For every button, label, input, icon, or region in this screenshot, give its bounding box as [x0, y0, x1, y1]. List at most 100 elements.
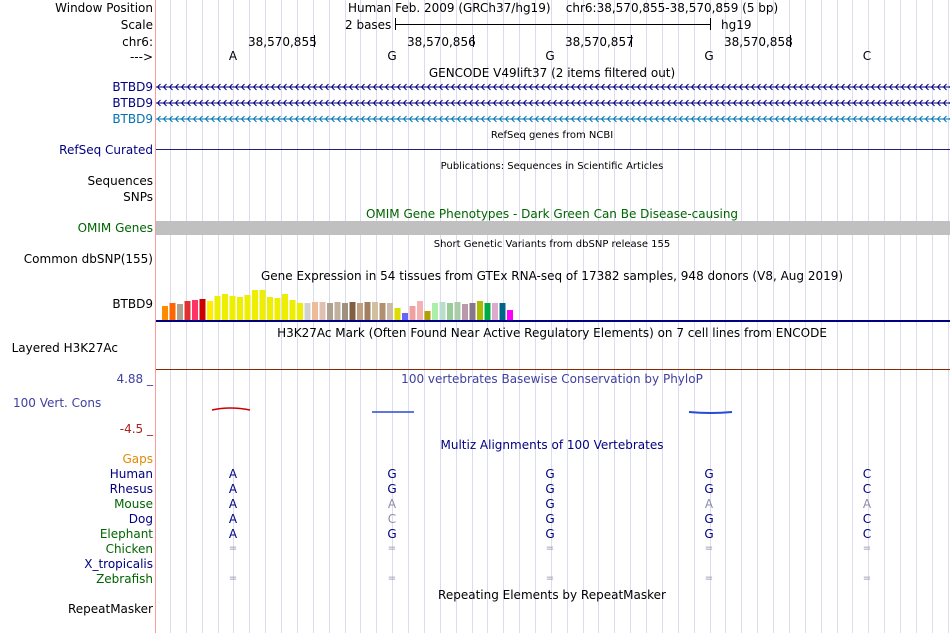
- h3k27ac-signal-line[interactable]: [156, 369, 950, 370]
- publications-snps-label[interactable]: SNPs: [123, 190, 153, 204]
- gtex-tissue-bar[interactable]: [267, 297, 273, 320]
- gtex-tissue-bar[interactable]: [192, 300, 198, 320]
- multiz-species-label[interactable]: Human: [109, 467, 153, 481]
- gtex-bar-chart[interactable]: [156, 284, 950, 322]
- gtex-tissue-bar[interactable]: [357, 303, 363, 320]
- gtex-tissue-bar[interactable]: [409, 306, 416, 320]
- phylop-track-title[interactable]: 100 vertebrates Basewise Conservation by…: [401, 372, 703, 386]
- gencode-gene-label-2[interactable]: BTBD9: [112, 96, 153, 110]
- repeatmasker-track-title[interactable]: Repeating Elements by RepeatMasker: [438, 588, 666, 602]
- guide-line: [725, 0, 726, 633]
- gtex-gene-label[interactable]: BTBD9: [112, 297, 153, 311]
- guide-line: [868, 0, 869, 633]
- omim-track-title[interactable]: OMIM Gene Phenotypes - Dark Green Can Be…: [365, 207, 739, 221]
- omim-genes-label[interactable]: OMIM Genes: [77, 221, 153, 235]
- phylop-label[interactable]: 100 Vert. Cons: [13, 396, 102, 410]
- gtex-tissue-bar[interactable]: [297, 303, 303, 320]
- gtex-tissue-bar[interactable]: [229, 296, 236, 320]
- multiz-base: C: [862, 527, 872, 541]
- publications-sequences-label[interactable]: Sequences: [87, 174, 153, 188]
- gtex-tissue-bar[interactable]: [394, 308, 401, 320]
- gtex-tissue-bar[interactable]: [207, 301, 213, 320]
- gencode-gene-label-1[interactable]: BTBD9: [112, 80, 153, 94]
- dbsnp-track-title[interactable]: Short Genetic Variants from dbSNP releas…: [433, 239, 671, 250]
- gtex-tissue-bar[interactable]: [162, 306, 168, 320]
- guide-line: [535, 0, 536, 633]
- gtex-tissue-bar[interactable]: [252, 290, 258, 320]
- gtex-tissue-bar[interactable]: [349, 302, 356, 320]
- gtex-tissue-bar[interactable]: [424, 311, 431, 320]
- gtex-tissue-bar[interactable]: [492, 303, 498, 320]
- gtex-tissue-bar[interactable]: [379, 303, 386, 320]
- publications-track-title[interactable]: Publications: Sequences in Scientific Ar…: [440, 161, 664, 172]
- gencode-gene-features[interactable]: [156, 80, 950, 128]
- gtex-tissue-bar[interactable]: [499, 303, 506, 320]
- gtex-tissue-bar[interactable]: [184, 301, 191, 320]
- multiz-base: G: [387, 467, 397, 481]
- gtex-tissue-bar[interactable]: [244, 295, 251, 320]
- gtex-tissue-bar[interactable]: [484, 303, 491, 320]
- refseq-track-title[interactable]: RefSeq genes from NCBI: [490, 130, 614, 141]
- gtex-tissue-bar[interactable]: [222, 294, 228, 320]
- multiz-species-label[interactable]: X_tropicalis: [84, 557, 153, 571]
- gtex-tissue-bar[interactable]: [274, 298, 281, 320]
- gtex-tissue-bar[interactable]: [454, 302, 461, 320]
- refseq-gene-line[interactable]: [156, 149, 950, 150]
- gtex-tissue-bar[interactable]: [312, 302, 318, 320]
- dbsnp-label[interactable]: Common dbSNP(155): [23, 252, 153, 266]
- multiz-base: G: [704, 527, 714, 541]
- gtex-tissue-bar[interactable]: [402, 313, 408, 320]
- gtex-track-title[interactable]: Gene Expression in 54 tissues from GTEx …: [260, 269, 844, 283]
- gtex-tissue-bar[interactable]: [319, 302, 326, 320]
- ruler-position-4: 38,570,858: [724, 35, 793, 49]
- gtex-tissue-bar[interactable]: [327, 303, 333, 320]
- multiz-base: =: [704, 573, 714, 584]
- gtex-tissue-bar[interactable]: [439, 302, 446, 320]
- repeatmasker-label[interactable]: RepeatMasker: [67, 602, 153, 616]
- multiz-species-label[interactable]: Dog: [128, 512, 153, 526]
- gtex-tissue-bar[interactable]: [387, 303, 393, 320]
- gtex-tissue-bar[interactable]: [507, 310, 513, 320]
- gencode-gene-label-3[interactable]: BTBD9: [112, 112, 153, 126]
- multiz-species-label[interactable]: Elephant: [99, 527, 153, 541]
- gtex-tissue-bar[interactable]: [282, 294, 288, 320]
- guide-line: [852, 0, 853, 633]
- gtex-tissue-bar[interactable]: [417, 301, 423, 320]
- gtex-tissue-bar[interactable]: [237, 297, 243, 320]
- gtex-tissue-bar[interactable]: [289, 300, 296, 320]
- gtex-tissue-bar[interactable]: [364, 302, 371, 320]
- gtex-tissue-bar[interactable]: [199, 299, 206, 320]
- multiz-species-label[interactable]: Rhesus: [109, 482, 153, 496]
- h3k27ac-label[interactable]: Layered H3K27Ac: [11, 341, 118, 355]
- gtex-tissue-bar[interactable]: [214, 296, 221, 320]
- multiz-base: C: [387, 512, 397, 526]
- gtex-tissue-bar[interactable]: [432, 303, 438, 320]
- gtex-tissue-bar[interactable]: [372, 302, 378, 320]
- gtex-tissue-bar[interactable]: [177, 304, 183, 320]
- gtex-tissue-bar[interactable]: [462, 304, 468, 320]
- gtex-tissue-bar[interactable]: [342, 303, 348, 320]
- gtex-tissue-bar[interactable]: [447, 303, 453, 320]
- gtex-tissue-bar[interactable]: [334, 302, 341, 320]
- gtex-tissue-bar[interactable]: [477, 301, 483, 320]
- refseq-curated-label[interactable]: RefSeq Curated: [59, 143, 153, 157]
- phylop-negative-mark-2: [688, 411, 733, 414]
- gtex-tissue-bar[interactable]: [469, 303, 476, 320]
- gtex-tissue-bar[interactable]: [259, 290, 266, 320]
- multiz-species-label[interactable]: Mouse: [114, 497, 153, 511]
- multiz-species-label[interactable]: Zebrafish: [96, 572, 153, 586]
- gene-chevrons-1: [156, 80, 950, 96]
- omim-gene-bar[interactable]: [156, 221, 950, 235]
- gencode-track-title[interactable]: GENCODE V49lift37 (2 items filtered out): [428, 66, 676, 80]
- multiz-species-label[interactable]: Chicken: [105, 542, 153, 556]
- gtex-tissue-bar[interactable]: [304, 303, 311, 320]
- gtex-tissue-bar[interactable]: [169, 303, 176, 320]
- multiz-track-title[interactable]: Multiz Alignments of 100 Vertebrates: [440, 438, 664, 452]
- window-position-text[interactable]: Human Feb. 2009 (GRCh37/hg19) chr6:38,57…: [348, 1, 779, 15]
- multiz-gaps-label[interactable]: Gaps: [122, 452, 153, 466]
- guide-line: [741, 0, 742, 633]
- phylop-signal[interactable]: [156, 400, 950, 420]
- guide-line: [694, 0, 695, 633]
- h3k27ac-track-title[interactable]: H3K27Ac Mark (Often Found Near Active Re…: [277, 326, 827, 340]
